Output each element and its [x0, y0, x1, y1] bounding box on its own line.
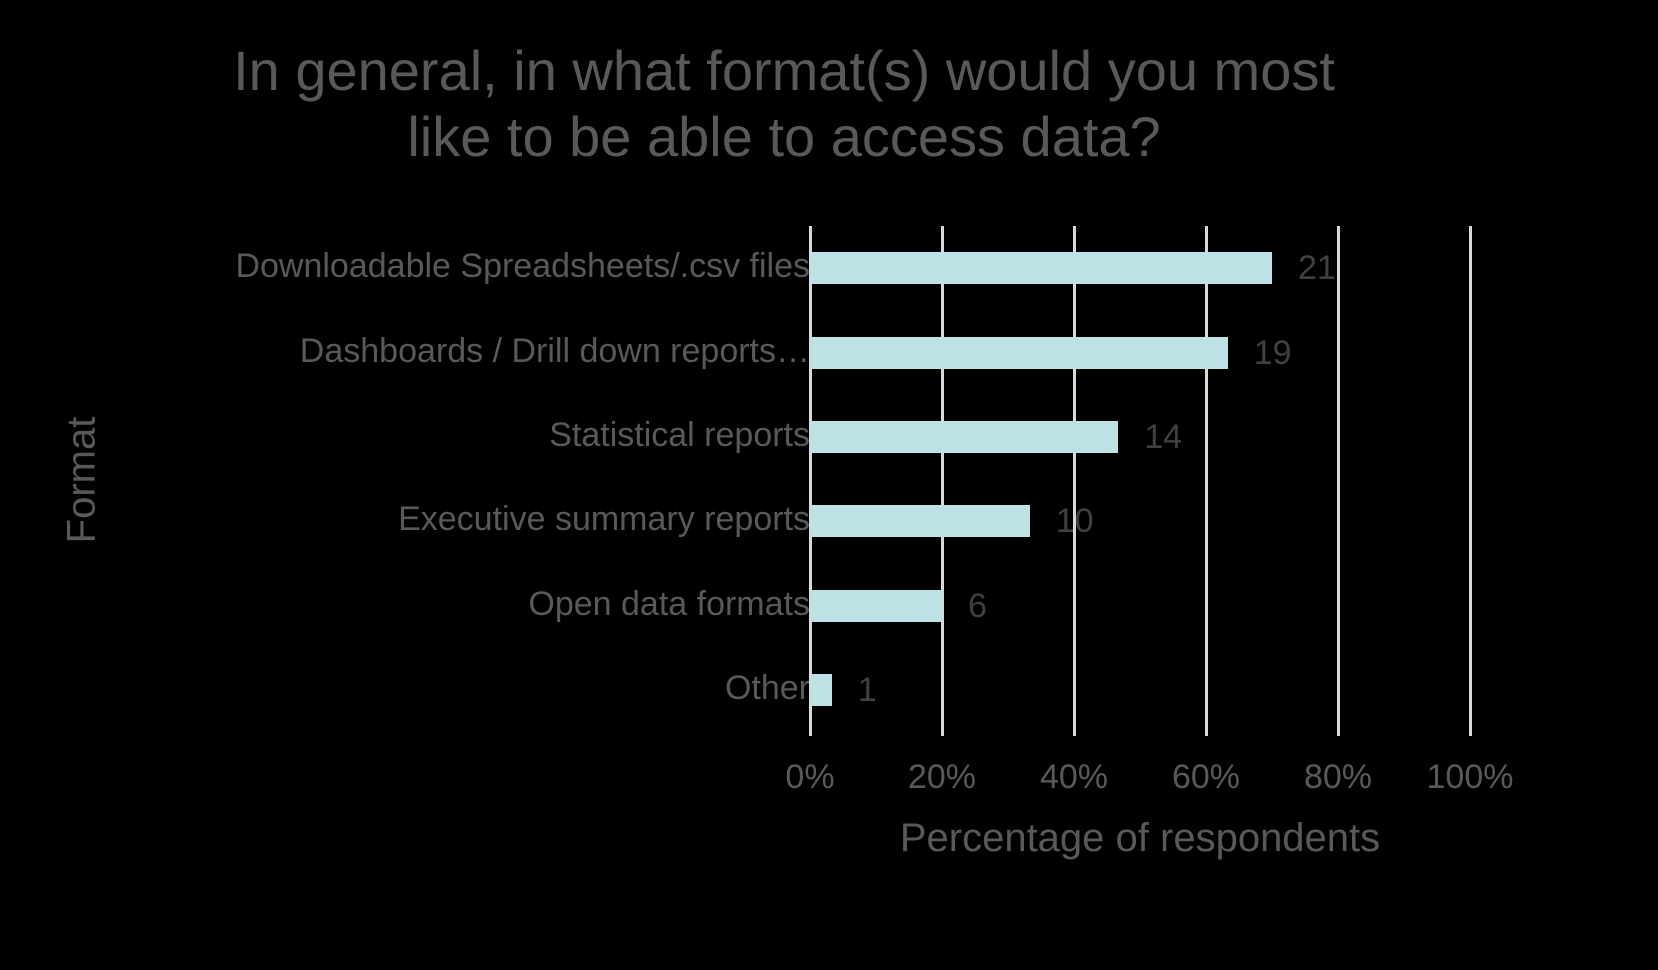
- gridline: [941, 226, 944, 736]
- category-label: Dashboards / Drill down reports…: [299, 332, 810, 370]
- gridline: [1205, 226, 1208, 736]
- x-tick-label: 40%: [1039, 758, 1109, 796]
- x-tick-label: 80%: [1303, 758, 1373, 796]
- bar: [810, 590, 942, 622]
- gridline: [1469, 226, 1472, 736]
- bar: [810, 421, 1119, 453]
- chart-title: In general, in what format(s) would you …: [233, 39, 1335, 168]
- bar-data-label: 10: [1055, 502, 1094, 540]
- bar-data-label: 19: [1253, 334, 1292, 372]
- y-axis-title: Format: [59, 416, 104, 544]
- category-label: Downloadable Spreadsheets/.csv files: [235, 247, 810, 285]
- x-axis-title: Percentage of respondents: [899, 816, 1381, 860]
- gridline: [1337, 226, 1340, 736]
- bar-data-label: 1: [857, 671, 877, 709]
- gridline: [809, 226, 812, 736]
- bar-data-label: 21: [1298, 249, 1336, 287]
- bar-data-label: 6: [968, 587, 987, 625]
- category-label: Other: [724, 669, 810, 707]
- category-label: Statistical reports: [549, 416, 810, 454]
- plot-area: 21 19 14 10 6 1: [809, 226, 1472, 736]
- category-label: Open data formats: [528, 585, 810, 623]
- bar: [810, 674, 832, 706]
- category-label: Executive summary reports: [398, 500, 810, 538]
- x-tick-label: 0%: [785, 758, 835, 796]
- bar: [810, 252, 1272, 284]
- x-tick-label: 20%: [907, 758, 977, 796]
- bar-data-label: 14: [1144, 418, 1183, 456]
- bar: [810, 505, 1030, 537]
- bar: [810, 337, 1228, 369]
- x-tick-label: 60%: [1171, 758, 1241, 796]
- x-tick-label: 100%: [1426, 758, 1514, 796]
- gridline: [1073, 226, 1076, 736]
